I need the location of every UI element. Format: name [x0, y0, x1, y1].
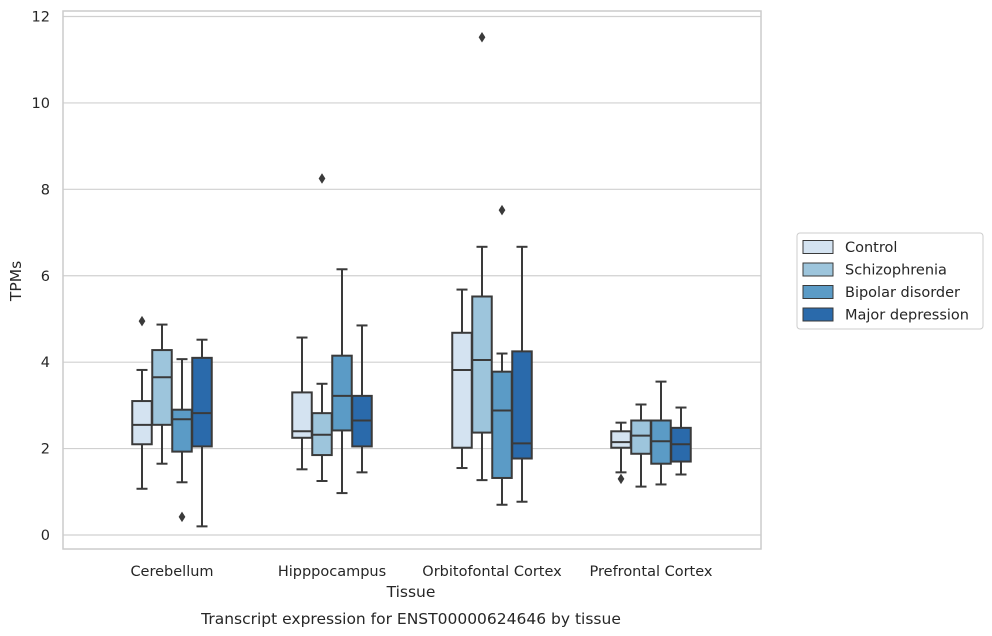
legend-swatch — [803, 263, 833, 276]
legend-item: Control — [803, 240, 897, 256]
x-tick-label: Hipppocampus — [278, 564, 386, 580]
box-bipolar-disorder — [172, 359, 192, 522]
legend-label: Major depression — [845, 308, 969, 324]
box-layer — [132, 32, 691, 526]
y-tick-label: 0 — [41, 528, 50, 544]
box-body — [132, 401, 152, 444]
box-major-depression — [671, 408, 691, 475]
box-body — [192, 358, 212, 447]
outlier-point — [179, 512, 186, 522]
x-tick-label: Orbitofontal Cortex — [422, 564, 562, 580]
box-control — [292, 338, 312, 470]
box-control — [132, 316, 152, 489]
y-axis-label: TPMs — [7, 261, 25, 302]
box-schizophrenia — [472, 32, 492, 480]
box-control — [611, 423, 631, 484]
y-tick-labels: 0 2 4 6 8 10 12 — [32, 10, 50, 545]
legend: Control Schizophrenia Bipolar disorder Majo… — [797, 233, 983, 329]
box-body — [492, 372, 512, 478]
legend-item: Major depression — [803, 308, 969, 324]
box-body — [611, 431, 631, 447]
legend-swatch — [803, 286, 833, 299]
x-tick-label: Cerebellum — [130, 564, 213, 580]
box-schizophrenia — [312, 173, 332, 481]
outlier-point — [319, 173, 326, 184]
plot-frame — [63, 11, 761, 549]
legend-swatch — [803, 308, 833, 321]
legend-item: Bipolar disorder — [803, 285, 960, 301]
box-bipolar-disorder — [651, 382, 671, 485]
y-tick-label: 6 — [41, 269, 50, 285]
box-major-depression — [192, 340, 212, 527]
box-body — [152, 350, 172, 425]
x-axis-label: Tissue — [386, 583, 436, 601]
outlier-point — [139, 316, 146, 327]
y-tick-label: 12 — [32, 10, 50, 26]
box-major-depression — [352, 325, 372, 472]
y-tick-label: 4 — [41, 355, 50, 371]
outlier-point — [499, 205, 506, 216]
legend-swatch — [803, 241, 833, 254]
box-body — [472, 296, 492, 432]
y-tick-label: 8 — [41, 182, 50, 198]
legend-label: Bipolar disorder — [845, 285, 960, 301]
box-plot-chart: 0 2 4 6 8 10 12 Cerebellum Hipppocampus Orbitofo… — [0, 0, 992, 636]
y-tick-label: 2 — [41, 442, 50, 458]
box-schizophrenia — [631, 405, 651, 487]
x-tick-label: Prefrontal Cortex — [590, 564, 713, 580]
x-tick-labels: Cerebellum Hipppocampus Orbitofontal Corte… — [130, 564, 712, 580]
legend-label: Control — [845, 240, 897, 256]
box-control — [452, 290, 472, 468]
box-body — [452, 333, 472, 448]
chart-caption: Transcript expression for ENST0000062464… — [200, 610, 621, 628]
y-tick-label: 10 — [32, 96, 50, 112]
box-bipolar-disorder — [492, 205, 512, 505]
outlier-point — [618, 474, 625, 485]
box-bipolar-disorder — [332, 269, 352, 493]
legend-item: Schizophrenia — [803, 263, 947, 279]
box-body — [172, 410, 192, 452]
box-body — [631, 420, 651, 453]
legend-label: Schizophrenia — [845, 263, 947, 279]
box-major-depression — [512, 247, 532, 502]
outlier-point — [479, 32, 486, 43]
box-body — [332, 356, 352, 431]
box-schizophrenia — [152, 325, 172, 464]
